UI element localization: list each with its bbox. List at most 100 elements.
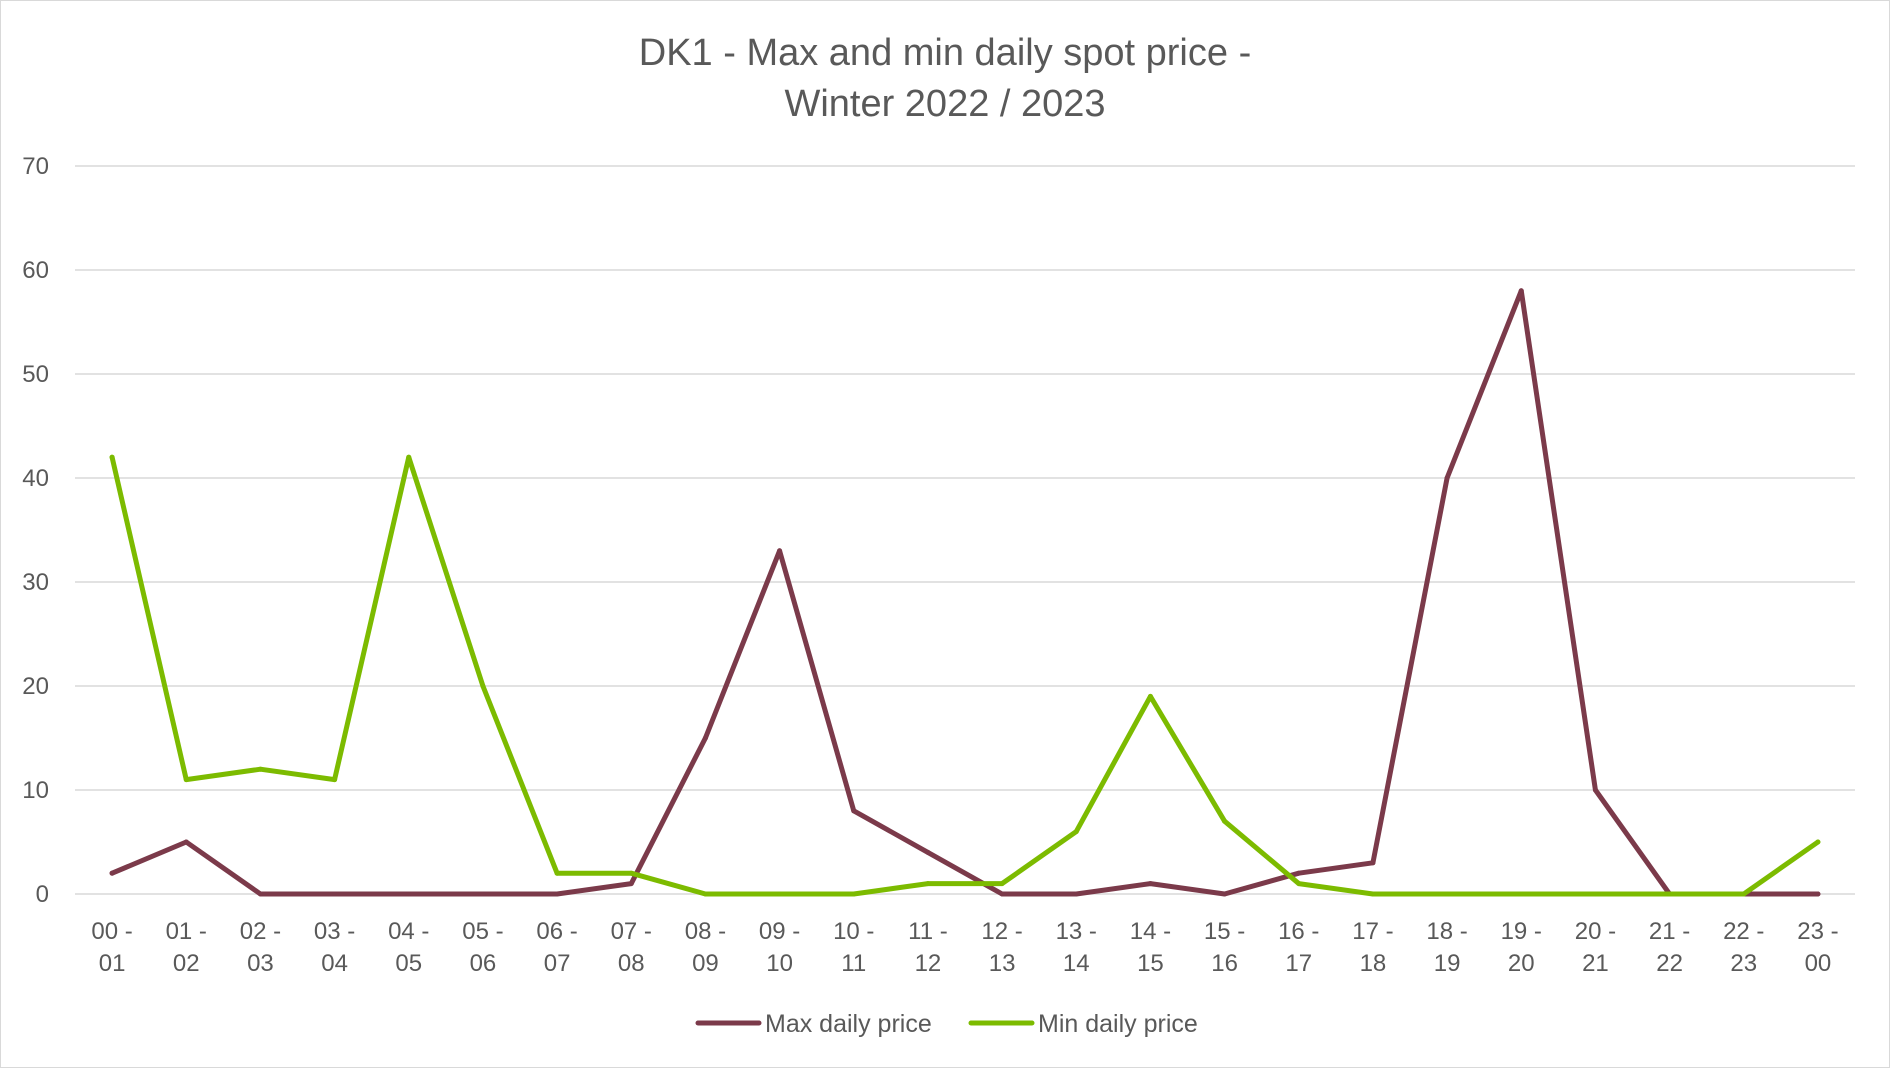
x-tick-label-line-1: 10 -	[833, 918, 874, 945]
data-point	[702, 891, 708, 897]
data-point	[1147, 693, 1153, 699]
data-point	[480, 891, 486, 897]
series-lines	[109, 288, 1821, 897]
y-tick-label: 60	[22, 257, 49, 284]
x-tick-label-line-2: 23	[1730, 950, 1757, 977]
chart-title-line-1: DK1 - Max and min daily spot price -	[639, 32, 1251, 74]
data-point	[925, 881, 931, 887]
data-point	[183, 839, 189, 845]
data-point	[1222, 891, 1228, 897]
x-tick-label-line-1: 05 -	[462, 918, 503, 945]
data-point	[109, 454, 115, 460]
x-tick-label-line-1: 11 -	[908, 918, 948, 945]
x-tick-label-line-1: 00 -	[91, 918, 132, 945]
x-tick-label-line-2: 14	[1063, 950, 1090, 977]
x-tick-label-line-1: 12 -	[981, 918, 1022, 945]
series-line	[109, 454, 1821, 897]
data-point	[1222, 818, 1228, 824]
data-point	[1073, 829, 1079, 835]
x-tick-label-line-1: 14 -	[1130, 918, 1171, 945]
x-tick-label-line-1: 02 -	[240, 918, 281, 945]
y-tick-label: 50	[22, 361, 49, 388]
data-point	[1370, 891, 1376, 897]
legend-item: Min daily price	[968, 1010, 1198, 1038]
data-point	[1741, 891, 1747, 897]
data-point	[257, 766, 263, 772]
x-tick-label-line-2: 09	[692, 950, 719, 977]
x-tick-label-line-2: 21	[1582, 950, 1609, 977]
data-point	[1147, 881, 1153, 887]
x-tick-label-line-2: 06	[470, 950, 497, 977]
x-tick-label-line-1: 23 -	[1797, 918, 1838, 945]
x-tick-label-line-1: 15 -	[1204, 918, 1245, 945]
data-point	[183, 777, 189, 783]
x-tick-label-line-1: 06 -	[536, 918, 577, 945]
x-tick-label-line-1: 07 -	[611, 918, 652, 945]
data-point	[257, 891, 263, 897]
x-tick-label-line-1: 18 -	[1426, 918, 1467, 945]
x-tick-label-line-1: 19 -	[1501, 918, 1542, 945]
data-point	[1370, 860, 1376, 866]
x-tick-label-line-2: 07	[544, 950, 571, 977]
x-tick-label-line-2: 04	[321, 950, 348, 977]
data-point	[702, 735, 708, 741]
y-tick-label: 70	[22, 153, 49, 180]
data-point	[777, 548, 783, 554]
x-tick-label-line-2: 15	[1137, 950, 1164, 977]
x-tick-label-line-1: 13 -	[1056, 918, 1097, 945]
x-tick-label-line-2: 22	[1656, 950, 1683, 977]
x-tick-label-line-2: 00	[1805, 950, 1832, 977]
series-1	[109, 454, 1821, 897]
data-point	[1296, 881, 1302, 887]
data-point	[1073, 891, 1079, 897]
y-tick-label: 10	[22, 777, 49, 804]
x-tick-label-line-1: 22 -	[1723, 918, 1764, 945]
y-tick-label: 0	[36, 881, 49, 908]
data-point	[628, 870, 634, 876]
data-point	[332, 777, 338, 783]
legend-label: Max daily price	[765, 1010, 932, 1038]
x-tick-label-line-1: 08 -	[685, 918, 726, 945]
x-tick-label-line-1: 21 -	[1649, 918, 1690, 945]
y-tick-label: 30	[22, 569, 49, 596]
gridlines	[75, 165, 1855, 895]
x-tick-label-line-1: 17 -	[1352, 918, 1393, 945]
data-point	[554, 891, 560, 897]
data-point	[1667, 891, 1673, 897]
x-tick-label-line-2: 19	[1434, 950, 1461, 977]
data-point	[1592, 787, 1598, 793]
x-tick-label-line-2: 03	[247, 950, 274, 977]
y-axis-ticks: 0 10 20 30 40 50 60 70	[22, 153, 49, 908]
data-point	[1815, 839, 1821, 845]
x-tick-label-line-1: 04 -	[388, 918, 429, 945]
x-tick-label-line-2: 12	[915, 950, 942, 977]
data-point	[1444, 891, 1450, 897]
data-point	[999, 891, 1005, 897]
x-tick-label-line-2: 10	[766, 950, 793, 977]
data-point	[851, 891, 857, 897]
y-tick-label: 40	[22, 465, 49, 492]
data-point	[999, 881, 1005, 887]
y-tick-label: 20	[22, 673, 49, 700]
data-point	[777, 891, 783, 897]
x-axis-ticks: 00 - 01 01 - 02 02 - 03 03 - 04 04 - 05 05 - 06 06 -…	[91, 918, 1838, 977]
series-line	[109, 288, 1821, 897]
x-tick-label-line-2: 17	[1285, 950, 1312, 977]
data-point	[628, 881, 634, 887]
x-tick-label-line-2: 08	[618, 950, 645, 977]
x-tick-label-line-2: 20	[1508, 950, 1535, 977]
x-tick-label-line-2: 16	[1211, 950, 1238, 977]
series-0	[109, 288, 1821, 897]
data-point	[1296, 870, 1302, 876]
data-point	[1518, 891, 1524, 897]
x-tick-label-line-2: 11	[841, 950, 866, 977]
data-point	[406, 891, 412, 897]
legend-label: Min daily price	[1038, 1010, 1198, 1038]
data-point	[554, 870, 560, 876]
data-point	[1592, 891, 1598, 897]
x-tick-label-line-1: 20 -	[1575, 918, 1616, 945]
data-point	[332, 891, 338, 897]
data-point	[406, 454, 412, 460]
